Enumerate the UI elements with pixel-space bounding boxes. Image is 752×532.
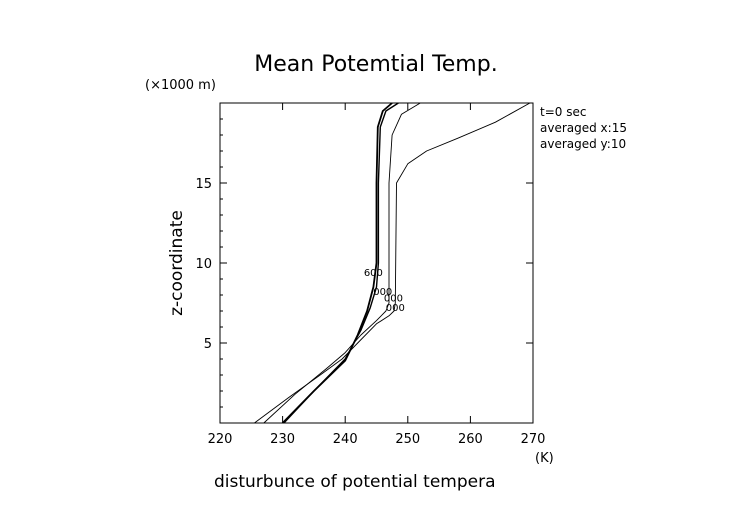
series-line-2 — [283, 102, 399, 424]
x-axis-label: disturbunce of potential tempera — [214, 472, 496, 492]
x-tick-label: 230 — [270, 432, 295, 447]
contour-label: 000 — [373, 287, 392, 298]
y-axis-label: z-coordinate — [167, 210, 187, 316]
x-axis-ticks: 220 230 240 250 260 270 — [208, 103, 546, 447]
annotation-time: t=0 sec — [540, 105, 586, 119]
x-tick-label: 220 — [208, 432, 233, 447]
x-tick-label: 250 — [395, 432, 420, 447]
x-tick-label: 260 — [458, 432, 483, 447]
x-unit-label: (K) — [535, 451, 554, 466]
contour-label: 600 — [364, 268, 383, 279]
x-tick-label: 240 — [333, 432, 358, 447]
series-line-3 — [263, 102, 421, 424]
y-tick-label: 15 — [195, 177, 212, 192]
y-unit-label: (×1000 m) — [145, 78, 216, 93]
y-tick-label: 5 — [204, 337, 212, 352]
series-line-1 — [281, 102, 393, 424]
y-tick-label: 10 — [195, 257, 212, 272]
series-line-4 — [254, 102, 531, 424]
series-layer — [254, 102, 531, 424]
x-tick-label: 270 — [521, 432, 546, 447]
y-axis-ticks: 5 10 15 — [195, 118, 533, 408]
annotation-avg-x: averaged x:15 — [540, 121, 627, 135]
annotation-avg-y: averaged y:10 — [540, 137, 626, 151]
contour-label: 000 — [386, 303, 405, 314]
chart-title: Mean Potemtial Temp. — [254, 52, 497, 77]
contour-label: 000 — [384, 293, 403, 304]
